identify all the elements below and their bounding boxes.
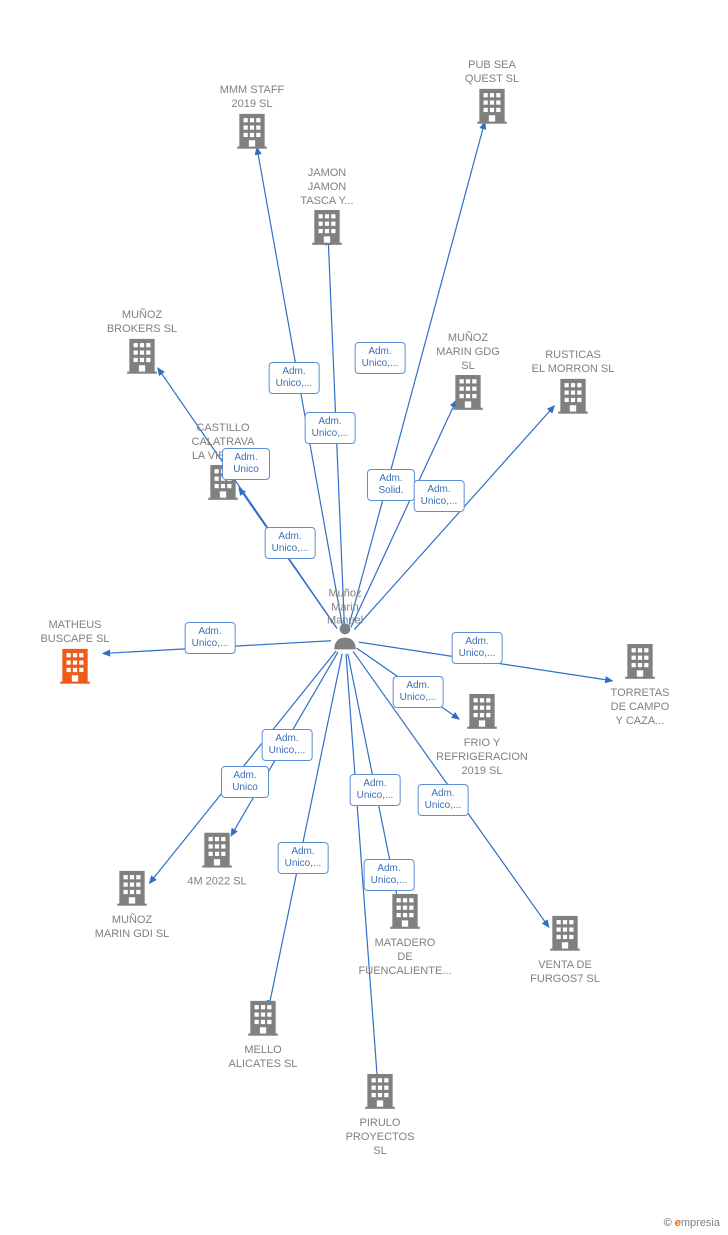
edge-label-pirulo: Adm. Unico,...	[350, 774, 401, 806]
company-node-munoz_gdi[interactable]: MUÑOZ MARIN GDI SL	[72, 869, 192, 942]
company-label: PIRULO PROYECTOS SL	[320, 1117, 440, 1158]
edge-label-frio: Adm. Unico,...	[393, 676, 444, 708]
company-node-jamon[interactable]: JAMON JAMON TASCA Y...	[267, 167, 387, 253]
building-icon	[623, 642, 657, 680]
edge-label-matheus: Adm. Unico,...	[185, 622, 236, 654]
company-label: MELLO ALICATES SL	[203, 1044, 323, 1072]
building-icon	[58, 646, 92, 684]
company-label: MUÑOZ MARIN GDG SL	[408, 332, 528, 373]
building-icon	[125, 336, 159, 374]
building-icon	[475, 86, 509, 124]
company-label: TORRETAS DE CAMPO Y CAZA...	[580, 687, 700, 728]
building-icon	[235, 111, 269, 149]
building-icon	[388, 892, 422, 930]
edge-label-matadero: Adm. Unico,...	[364, 859, 415, 891]
company-node-mello[interactable]: MELLO ALICATES SL	[203, 999, 323, 1072]
company-node-matadero[interactable]: MATADERO DE FUENCALIENTE...	[345, 892, 465, 978]
company-label: FRIO Y REFRIGERACION 2019 SL	[422, 737, 542, 778]
edge-label-4m2022: Adm. Unico,...	[262, 729, 313, 761]
edge-label-castillo: Adm. Unico,...	[265, 527, 316, 559]
edge-label-torretas: Adm. Unico,...	[452, 632, 503, 664]
copyright-symbol: ©	[664, 1217, 672, 1229]
edge-label-mello: Adm. Unico,...	[278, 842, 329, 874]
building-icon	[200, 831, 234, 869]
company-label: VENTA DE FURGOS7 SL	[505, 959, 625, 987]
company-node-mmm_staff[interactable]: MMM STAFF 2019 SL	[192, 84, 312, 157]
building-icon	[115, 869, 149, 907]
edge-label-jamon: Adm. Unico,...	[305, 412, 356, 444]
company-label: MATADERO DE FUENCALIENTE...	[345, 937, 465, 978]
building-icon	[310, 208, 344, 246]
brand-rest: mpresia	[681, 1217, 720, 1229]
company-node-matheus[interactable]: MATHEUS BUSCAPE SL	[15, 619, 135, 692]
edge-label-munoz_gdi: Adm. Unico	[221, 766, 269, 798]
edge-line	[269, 654, 342, 1008]
building-icon	[548, 914, 582, 952]
company-node-rusticas[interactable]: RUSTICAS EL MORRON SL	[513, 349, 633, 422]
building-icon	[246, 999, 280, 1037]
company-label: MMM STAFF 2019 SL	[192, 84, 312, 112]
center-person-node[interactable]: Muñoz Marin Manuel	[332, 622, 358, 659]
building-icon	[465, 692, 499, 730]
company-label: MUÑOZ BROKERS SL	[82, 309, 202, 337]
company-node-munoz_gdg[interactable]: MUÑOZ MARIN GDG SL	[408, 332, 528, 418]
company-node-pirulo[interactable]: PIRULO PROYECTOS SL	[320, 1072, 440, 1158]
edge-label-pub_sea: Adm. Unico,...	[355, 342, 406, 374]
company-label: JAMON JAMON TASCA Y...	[267, 167, 387, 208]
company-label: RUSTICAS EL MORRON SL	[513, 349, 633, 377]
company-label: MUÑOZ MARIN GDI SL	[72, 914, 192, 942]
company-node-torretas[interactable]: TORRETAS DE CAMPO Y CAZA...	[580, 642, 700, 728]
building-icon	[363, 1072, 397, 1110]
center-label: Muñoz Marin Manuel	[305, 587, 385, 628]
edge-label-munoz_gdg: Adm. Solid.	[367, 469, 415, 501]
building-icon	[556, 376, 590, 414]
edge-label-mmm_staff: Adm. Unico,...	[269, 362, 320, 394]
company-node-pub_sea[interactable]: PUB SEA QUEST SL	[432, 59, 552, 132]
company-label: PUB SEA QUEST SL	[432, 59, 552, 87]
copyright: © empresia	[664, 1217, 720, 1229]
edge-label-munoz_brk: Adm. Unico	[222, 448, 270, 480]
company-node-venta[interactable]: VENTA DE FURGOS7 SL	[505, 914, 625, 987]
edge-label-venta: Adm. Unico,...	[418, 784, 469, 816]
edge-label-rusticas: Adm. Unico,...	[414, 480, 465, 512]
company-node-munoz_brk[interactable]: MUÑOZ BROKERS SL	[82, 309, 202, 382]
company-label: MATHEUS BUSCAPE SL	[15, 619, 135, 647]
building-icon	[451, 373, 485, 411]
